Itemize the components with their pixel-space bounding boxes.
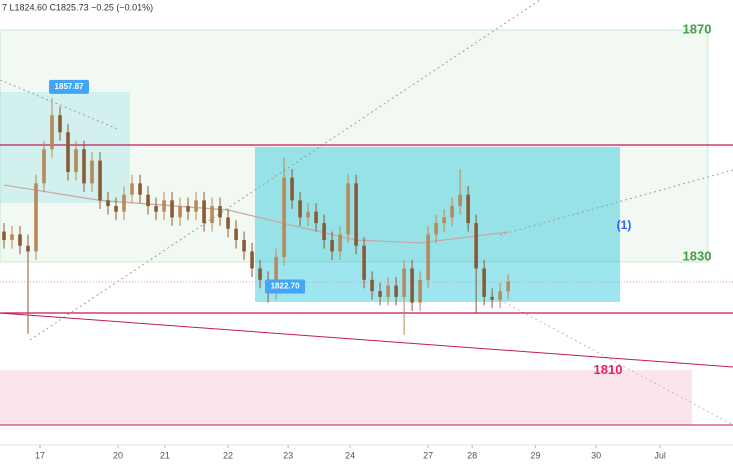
price-label-box — [49, 79, 90, 94]
candle-body — [122, 194, 126, 212]
candle-body — [458, 194, 462, 207]
candle-body — [282, 177, 286, 258]
x-tick-label: 28 — [467, 450, 477, 460]
candle-body — [106, 200, 110, 207]
candle-body — [154, 206, 158, 212]
candle-body — [58, 115, 62, 133]
x-tick-label: 24 — [345, 450, 355, 460]
level-label: 1830 — [683, 249, 712, 264]
price-label: 1822.70 — [271, 282, 300, 291]
candle-body — [482, 268, 486, 297]
candle-body — [226, 217, 230, 229]
candle-body — [130, 183, 134, 195]
candle-body — [98, 160, 102, 201]
candle-body — [442, 217, 446, 224]
candle-body — [258, 268, 262, 280]
candle-body — [170, 200, 174, 218]
candle-body — [194, 200, 198, 212]
trend-dotted — [0, 79, 121, 131]
candle-body — [34, 183, 38, 252]
trend-dotted — [499, 299, 733, 426]
x-tick-label: 17 — [35, 450, 45, 460]
candle-body — [338, 234, 342, 252]
candle-body — [50, 115, 54, 150]
candle-body — [362, 245, 366, 280]
price-label-box — [265, 279, 306, 294]
level-label: 1810 — [594, 362, 623, 377]
candle-body — [450, 206, 454, 218]
candle-body — [234, 228, 238, 241]
candle-body — [42, 149, 46, 184]
wave-label: (1) — [617, 218, 632, 232]
candle-body — [18, 234, 22, 246]
level-label: 1870 — [683, 22, 712, 37]
x-tick-label: 22 — [223, 450, 233, 460]
candle-body — [218, 206, 222, 218]
candle-body — [66, 132, 70, 172]
x-tick-label: 20 — [113, 450, 123, 460]
candle-body — [2, 231, 6, 241]
candle-body — [426, 234, 430, 280]
candle-body — [386, 285, 390, 297]
candle-body — [402, 268, 406, 297]
candle-body — [242, 240, 246, 252]
candle-body — [306, 211, 310, 218]
pink-zone — [0, 370, 692, 425]
candle-body — [346, 183, 350, 235]
candle-body — [74, 149, 78, 172]
candle-body — [418, 279, 422, 303]
candle-body — [10, 234, 14, 241]
candle-body — [250, 251, 254, 269]
candle-body — [186, 206, 190, 212]
x-tick-label: 21 — [160, 450, 170, 460]
candle-body — [90, 160, 94, 184]
candle-body — [322, 223, 326, 241]
candle-body — [178, 206, 182, 218]
green-zone — [0, 29, 709, 263]
candle-body — [394, 285, 398, 297]
candle-body — [114, 206, 118, 212]
x-tick-label: 29 — [530, 450, 540, 460]
candle-body — [474, 223, 478, 269]
teal-zone — [0, 92, 130, 203]
candle-body — [210, 206, 214, 224]
trend-line — [0, 312, 733, 368]
candle-body — [162, 200, 166, 212]
candle-body — [314, 211, 318, 224]
candle-body — [138, 183, 142, 195]
candle-body — [26, 245, 30, 252]
x-tick-label: 27 — [423, 450, 433, 460]
candle-body — [378, 291, 382, 297]
candle-body — [498, 291, 502, 300]
candle-body — [330, 240, 334, 252]
x-tick-label: 30 — [591, 450, 601, 460]
candle-body — [370, 279, 374, 292]
x-tick-label: 23 — [283, 450, 293, 460]
price-label: 1857.87 — [55, 82, 84, 91]
candle-body — [146, 194, 150, 207]
candle-body — [82, 149, 86, 184]
candle-body — [202, 200, 206, 224]
trend-dotted — [29, 0, 541, 341]
candle-body — [298, 200, 302, 218]
candle-body — [274, 257, 278, 292]
ohlc-header: 7 L1824.60 C1825.73 −0.25 (−0.01%) — [2, 2, 153, 12]
candle-body — [466, 194, 470, 224]
candle-body — [434, 223, 438, 235]
candle-body — [290, 177, 294, 201]
x-tick-label: Jul — [654, 450, 666, 460]
candle-body — [506, 281, 510, 292]
trend-dotted — [499, 169, 733, 236]
candle-body — [490, 296, 494, 300]
candle-body — [410, 268, 414, 303]
candle-body — [354, 183, 358, 246]
